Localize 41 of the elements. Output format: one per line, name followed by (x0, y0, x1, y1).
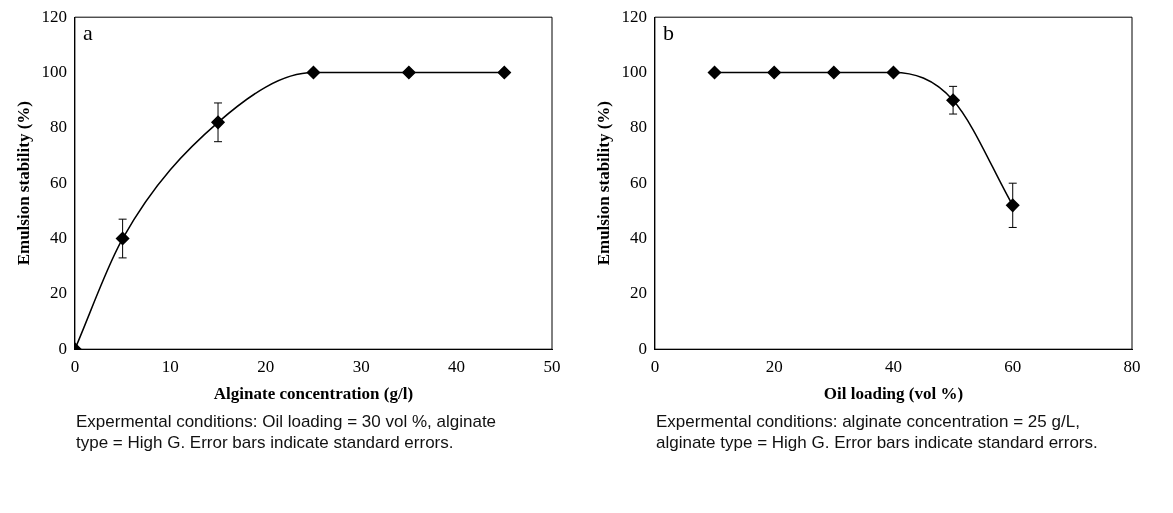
x-tick-label: 10 (161, 356, 179, 376)
point (497, 65, 512, 80)
y-tick-label: 20 (49, 283, 67, 303)
y-tick-label: 0 (638, 338, 647, 358)
point (402, 65, 416, 80)
x-tick-label: 0 (70, 356, 80, 376)
x-tick-label: 40 (448, 356, 466, 376)
point (767, 65, 781, 80)
point (827, 65, 841, 80)
x-tick-label: 0 (650, 356, 660, 376)
x-tick-label: 30 (352, 356, 370, 376)
chart-title: a (82, 19, 93, 45)
y-tick-label: 100 (621, 62, 647, 81)
x-tick-label: 20 (257, 356, 275, 376)
y-tick-label: 80 (49, 117, 67, 137)
text: Expermental conditions: Oil loading = 30 vol %, alginate type = High G. Error bars indicate standard errors. (75, 411, 498, 453)
y-tick-label: 0 (58, 338, 67, 358)
chart-title: b (662, 19, 674, 45)
y-tick-label: 20 (629, 283, 647, 303)
point (707, 65, 722, 80)
y-tick-label: 120 (621, 6, 647, 26)
y-tick-label: 60 (629, 172, 647, 192)
point (1005, 198, 1020, 213)
x-tick-label: 80 (1123, 356, 1141, 376)
text: Expermental conditions: alginate concentration = 25 g/L, alginate type = High G. Error bars indicate standard errors. (655, 411, 1099, 453)
y-tick-label: 40 (49, 228, 67, 247)
y-tick-label: 80 (629, 117, 647, 137)
x-tick-label: 20 (765, 356, 783, 376)
y-tick-label: 120 (41, 6, 67, 26)
y-tick-label: 60 (49, 172, 67, 192)
x-tick-label: 60 (1004, 356, 1022, 376)
y-tick-label: 100 (41, 62, 67, 81)
y-axis-title: Emulsion stability (%) (13, 101, 33, 266)
x-axis-title: Oil loading (vol %) (823, 384, 964, 404)
point (306, 65, 321, 80)
x-axis-title: Alginate concentration (g/l) (213, 384, 414, 404)
y-axis-title: Emulsion stability (%) (593, 101, 613, 266)
y-tick-label: 40 (629, 228, 647, 247)
x-tick-label: 50 (543, 356, 561, 376)
point (886, 65, 901, 80)
x-tick-label: 40 (884, 356, 902, 376)
